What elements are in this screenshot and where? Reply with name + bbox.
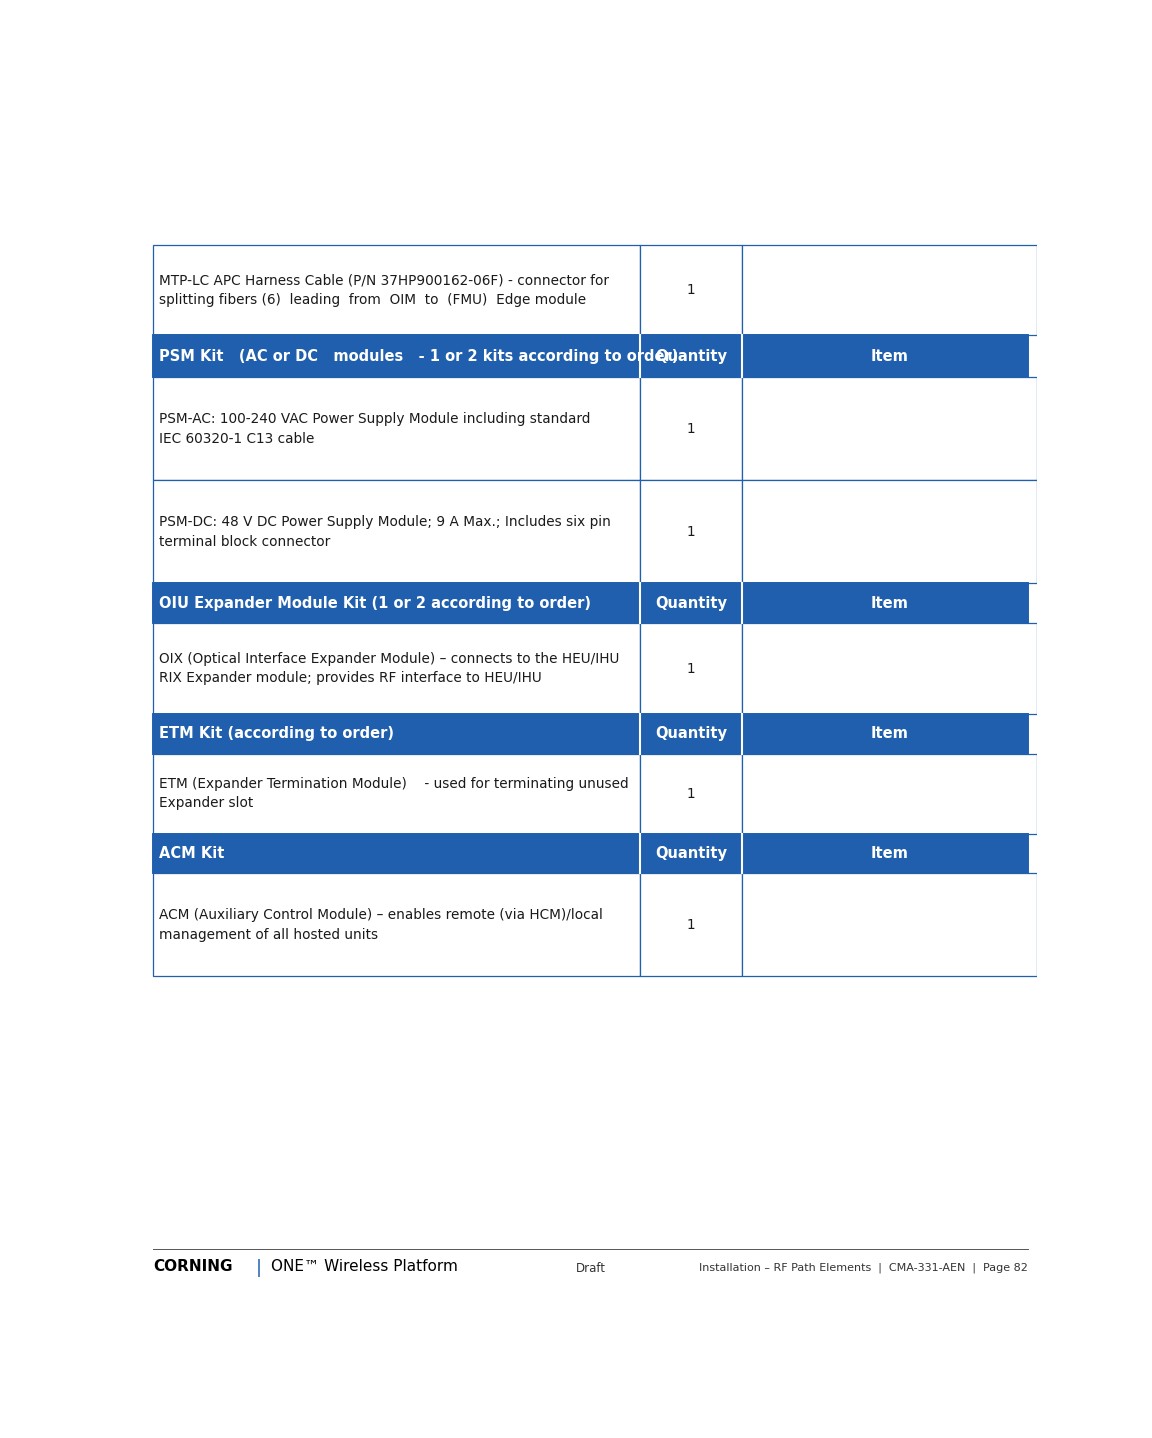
Bar: [153, 480, 639, 584]
Text: 1: 1: [687, 421, 695, 436]
Bar: [153, 834, 1028, 873]
Bar: [742, 873, 1037, 976]
Bar: [639, 754, 742, 834]
Bar: [153, 834, 1028, 873]
Text: PSM-AC: 100-240 VAC Power Supply Module including standard
IEC 60320-1 C13 cable: PSM-AC: 100-240 VAC Power Supply Module …: [159, 413, 591, 446]
Text: Item: Item: [871, 595, 909, 611]
Text: ACM Kit: ACM Kit: [159, 846, 225, 861]
Bar: [742, 754, 1037, 834]
Text: Item: Item: [871, 349, 909, 364]
Bar: [153, 623, 639, 715]
Text: |: |: [256, 1258, 262, 1277]
Bar: [639, 623, 742, 715]
Bar: [639, 377, 742, 480]
Text: Quantity: Quantity: [654, 595, 727, 611]
Bar: [742, 377, 1037, 480]
Text: 1: 1: [687, 787, 695, 801]
Text: Item: Item: [871, 726, 909, 742]
Bar: [742, 244, 1037, 335]
Bar: [639, 480, 742, 584]
Text: Quantity: Quantity: [654, 726, 727, 742]
Bar: [153, 584, 1028, 623]
Text: OIX (Optical Interface Expander Module) – connects to the HEU/IHU
RIX Expander m: OIX (Optical Interface Expander Module) …: [159, 651, 620, 686]
Text: Quantity: Quantity: [654, 846, 727, 861]
Text: PSM-DC: 48 V DC Power Supply Module; 9 A Max.; Includes six pin
terminal block c: PSM-DC: 48 V DC Power Supply Module; 9 A…: [159, 515, 611, 549]
Text: ETM Kit (according to order): ETM Kit (according to order): [159, 726, 394, 742]
Text: Draft: Draft: [575, 1263, 606, 1276]
Text: ONE™ Wireless Platform: ONE™ Wireless Platform: [271, 1258, 457, 1274]
Text: 1: 1: [687, 283, 695, 296]
Bar: [742, 480, 1037, 584]
Text: ETM (Expander Termination Module)    - used for terminating unused
Expander slot: ETM (Expander Termination Module) - used…: [159, 777, 629, 811]
Text: 1: 1: [687, 525, 695, 539]
Text: Quantity: Quantity: [654, 349, 727, 364]
Bar: [639, 244, 742, 335]
Text: 1: 1: [687, 917, 695, 932]
Bar: [153, 715, 1028, 754]
Bar: [153, 335, 1028, 377]
Text: Installation – RF Path Elements  |  CMA-331-AEN  |  Page 82: Installation – RF Path Elements | CMA-33…: [699, 1263, 1028, 1273]
Bar: [153, 715, 1028, 754]
Text: MTP-LC APC Harness Cable (P/N 37HP900162-06F) - connector for
splitting fibers (: MTP-LC APC Harness Cable (P/N 37HP900162…: [159, 273, 609, 306]
Text: OIU Expander Module Kit (1 or 2 according to order): OIU Expander Module Kit (1 or 2 accordin…: [159, 595, 591, 611]
Text: 1: 1: [687, 661, 695, 676]
Bar: [153, 377, 639, 480]
Text: CORNING: CORNING: [153, 1258, 233, 1274]
Bar: [742, 623, 1037, 715]
Text: DRAFT: DRAFT: [248, 536, 933, 982]
Bar: [153, 584, 1028, 623]
Text: ACM (Auxiliary Control Module) – enables remote (via HCM)/local
management of al: ACM (Auxiliary Control Module) – enables…: [159, 909, 602, 942]
Bar: [153, 335, 1028, 377]
Bar: [639, 873, 742, 976]
Bar: [153, 754, 639, 834]
Bar: [153, 873, 639, 976]
Bar: [153, 244, 639, 335]
Text: PSM Kit   (AC or DC   modules   - 1 or 2 kits according to order): PSM Kit (AC or DC modules - 1 or 2 kits …: [159, 349, 679, 364]
Text: Item: Item: [871, 846, 909, 861]
